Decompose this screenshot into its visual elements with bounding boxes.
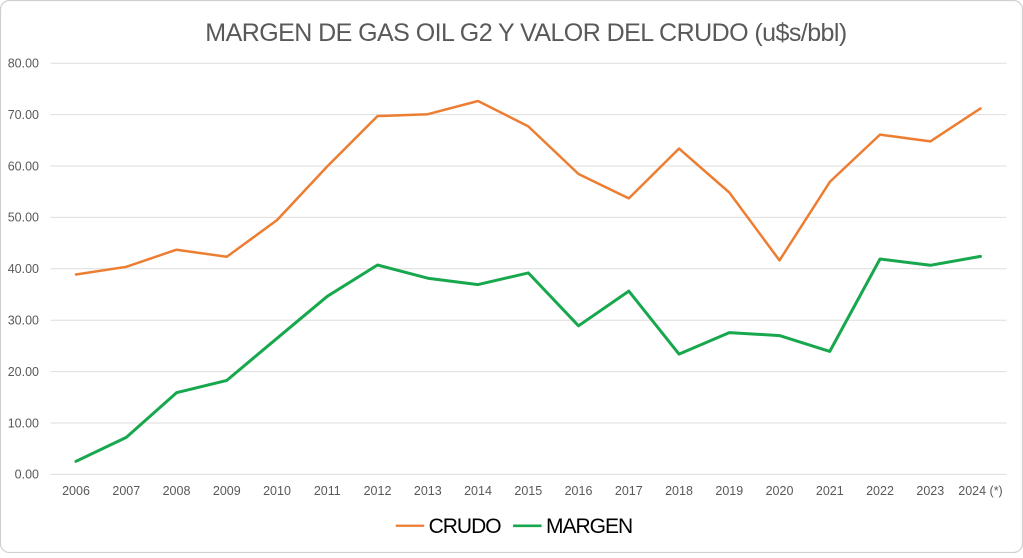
svg-text:50.00: 50.00 xyxy=(8,211,39,225)
svg-text:2007: 2007 xyxy=(112,484,140,498)
svg-text:2009: 2009 xyxy=(213,484,241,498)
svg-text:2017: 2017 xyxy=(615,484,643,498)
svg-text:2022: 2022 xyxy=(866,484,894,498)
svg-text:80.00: 80.00 xyxy=(8,57,39,71)
svg-text:2024 (*): 2024 (*) xyxy=(958,484,1002,498)
svg-text:60.00: 60.00 xyxy=(8,159,39,173)
svg-text:MARGEN DE GAS OIL G2 Y VALOR D: MARGEN DE GAS OIL G2 Y VALOR DEL CRUDO (… xyxy=(205,19,846,47)
svg-text:2014: 2014 xyxy=(464,484,492,498)
svg-text:0.00: 0.00 xyxy=(15,468,39,482)
svg-text:2019: 2019 xyxy=(715,484,743,498)
svg-text:40.00: 40.00 xyxy=(8,262,39,276)
svg-text:2008: 2008 xyxy=(163,484,191,498)
svg-text:10.00: 10.00 xyxy=(8,416,39,430)
svg-text:2010: 2010 xyxy=(263,484,291,498)
svg-text:20.00: 20.00 xyxy=(8,365,39,379)
svg-text:2018: 2018 xyxy=(665,484,693,498)
svg-text:2013: 2013 xyxy=(414,484,442,498)
svg-text:2015: 2015 xyxy=(514,484,542,498)
svg-text:2012: 2012 xyxy=(364,484,392,498)
svg-text:MARGEN: MARGEN xyxy=(546,515,632,538)
svg-text:CRUDO: CRUDO xyxy=(429,515,502,538)
svg-text:70.00: 70.00 xyxy=(8,108,39,122)
svg-text:2023: 2023 xyxy=(916,484,944,498)
svg-text:2016: 2016 xyxy=(565,484,593,498)
svg-text:2020: 2020 xyxy=(766,484,794,498)
svg-text:2006: 2006 xyxy=(62,484,90,498)
svg-text:2021: 2021 xyxy=(816,484,844,498)
svg-text:30.00: 30.00 xyxy=(8,314,39,328)
svg-text:2011: 2011 xyxy=(314,484,341,498)
